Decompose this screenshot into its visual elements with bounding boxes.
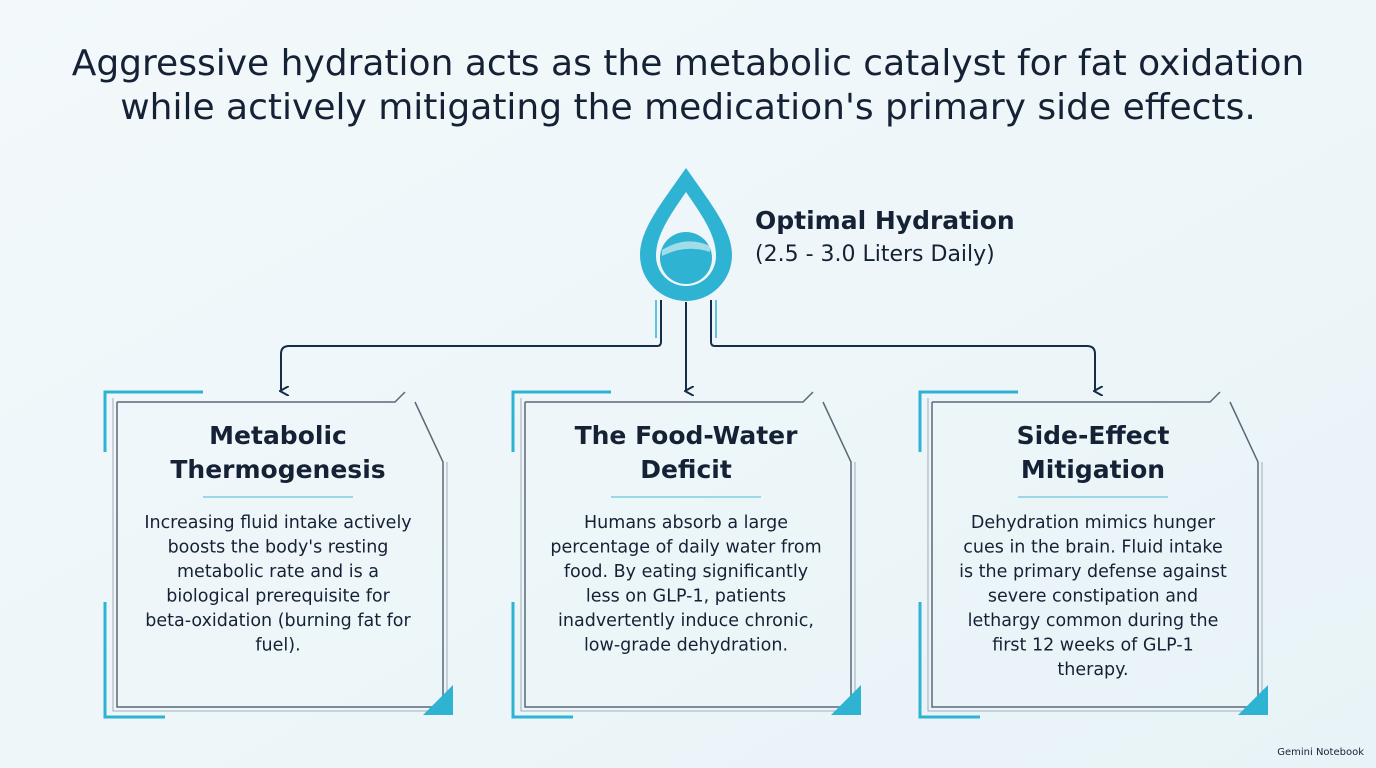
card-body: is the primary defense against [959,562,1227,582]
card-body: inadvertently induce chronic, [558,611,814,631]
card-body: metabolic rate and is a [177,562,379,582]
card-body: low-grade dehydration. [584,636,788,656]
card-accent [103,390,203,719]
watermark: Gemini Notebook [1277,747,1364,758]
card-accent [918,390,1018,719]
card-body: first 12 weeks of GLP-1 [992,636,1194,656]
card-body: Increasing fluid intake actively [144,513,411,533]
card-body: lethargy common during the [968,611,1219,631]
card: Side-Effect Mitigation Dehydration mimics … [918,390,1268,719]
card-frame [112,398,448,712]
card-body: biological prerequisite for [166,587,390,607]
card-body: Humans absorb a large [584,513,788,533]
hub-sublabel: (2.5 - 3.0 Liters Daily) [755,242,995,267]
card-title: Mitigation [1021,455,1165,484]
card-title: Thermogenesis [170,455,385,484]
card-body: percentage of daily water from [550,538,821,558]
card-body: severe constipation and [988,587,1198,607]
card: Metabolic Thermogenesis Increasing fluid i… [103,390,453,719]
card-title: Metabolic [209,421,347,450]
connectors [281,300,1095,391]
card-body: beta-oxidation (burning fat for [145,611,411,631]
drop-icon [640,168,732,301]
card-body: boosts the body's resting [168,538,389,558]
card-body: Dehydration mimics hunger [971,513,1216,533]
cards: Metabolic Thermogenesis Increasing fluid i… [103,390,1268,719]
card-corner [423,685,453,715]
card-accent [511,390,611,719]
card-frame [927,398,1263,712]
card-body: cues in the brain. Fluid intake [963,538,1222,558]
card-body: less on GLP-1, patients [586,587,786,607]
hub-label: Optimal Hydration [755,206,1015,235]
title: Aggressive hydration acts as the metabol… [72,43,1305,128]
title-line: while actively mitigating the medication… [120,87,1256,128]
card-body: fuel). [255,636,300,656]
card-body: therapy. [1057,660,1128,680]
card-title: The Food-Water [575,421,799,450]
card-frame [520,398,856,712]
card-title: Side-Effect [1017,421,1170,450]
card-body: food. By eating significantly [564,562,808,582]
title-line: Aggressive hydration acts as the metabol… [72,43,1305,84]
card-corner [1238,685,1268,715]
card-title: Deficit [640,455,732,484]
card-corner [831,685,861,715]
card: The Food-Water Deficit Humans absorb a lar… [511,390,861,719]
